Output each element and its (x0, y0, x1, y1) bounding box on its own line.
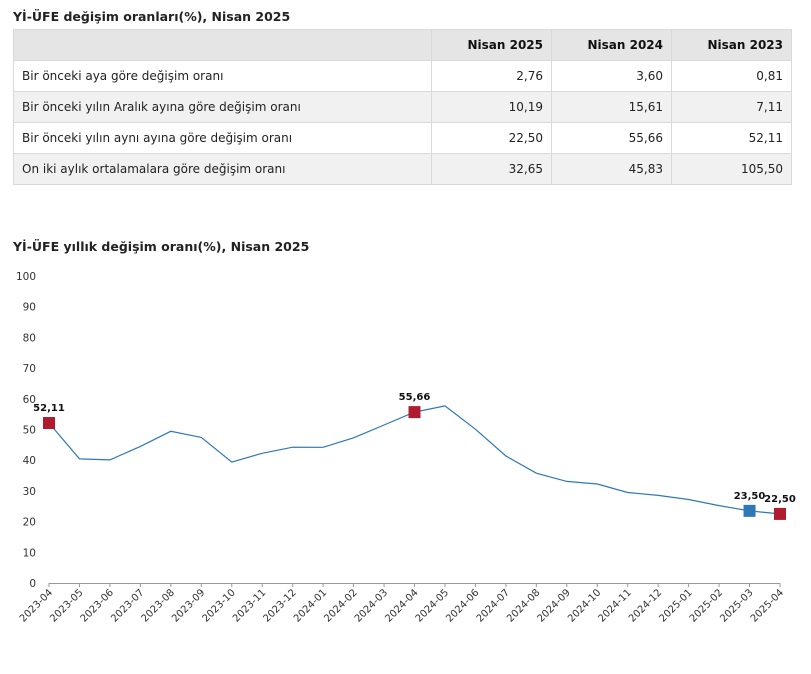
data-point-marker (774, 507, 786, 520)
table-row: Bir önceki aya göre değişim oranı 2,76 3… (13, 60, 792, 92)
table-cell: 105,50 (671, 153, 792, 185)
table-cell: 3,60 (551, 60, 672, 92)
table-cell: 55,66 (551, 122, 672, 154)
y-tick-label: 90 (23, 302, 36, 314)
line-chart: 01020304050607080901002023-042023-052023… (16, 271, 796, 625)
y-tick-label: 20 (23, 517, 36, 529)
series-line (48, 405, 781, 515)
header-cell-nisan-2024: Nisan 2024 (551, 29, 672, 61)
data-point-marker (743, 504, 756, 517)
table-cell: 7,11 (671, 91, 792, 123)
table-row: On iki aylık ortalamalara göre değişim o… (13, 153, 792, 185)
table-cell: 0,81 (671, 60, 792, 92)
table-cell: 52,11 (671, 122, 792, 154)
data-point-marker (43, 417, 55, 430)
data-label: 22,50 (764, 494, 796, 505)
table-cell: 22,50 (431, 122, 552, 154)
y-tick-label: 100 (16, 271, 36, 283)
y-tick-label: 50 (23, 425, 36, 437)
row-label: Bir önceki aya göre değişim oranı (13, 60, 432, 92)
table-header-row: Nisan 2025 Nisan 2024 Nisan 2023 (13, 29, 792, 61)
y-tick-label: 80 (23, 332, 36, 344)
row-label: On iki aylık ortalamalara göre değişim o… (13, 153, 432, 185)
header-cell-label (13, 29, 432, 61)
y-tick-label: 0 (29, 578, 36, 590)
data-label: 55,66 (399, 392, 431, 403)
table-cell: 10,19 (431, 91, 552, 123)
table-cell: 32,65 (431, 153, 552, 185)
data-label: 23,50 (734, 491, 766, 502)
table-row: Bir önceki yılın aynı ayına göre değişim… (13, 122, 792, 154)
y-tick-label: 10 (23, 547, 36, 559)
chart-title: Yİ-ÜFE yıllık değişim oranı(%), Nisan 20… (13, 239, 310, 254)
header-cell-nisan-2023: Nisan 2023 (671, 29, 792, 61)
table-row: Bir önceki yılın Aralık ayına göre değiş… (13, 91, 792, 123)
y-tick-label: 40 (23, 455, 36, 467)
table-cell: 45,83 (551, 153, 672, 185)
y-tick-label: 60 (23, 394, 36, 406)
y-tick-label: 70 (23, 363, 36, 375)
row-label: Bir önceki yılın Aralık ayına göre değiş… (13, 91, 432, 123)
table-title: Yİ-ÜFE değişim oranları(%), Nisan 2025 (13, 9, 291, 24)
data-point-marker (408, 406, 421, 419)
row-label: Bir önceki yılın aynı ayına göre değişim… (13, 122, 432, 154)
table-cell: 15,61 (551, 91, 672, 123)
rates-table: Nisan 2025 Nisan 2024 Nisan 2023 Bir önc… (13, 29, 792, 185)
y-tick-label: 30 (23, 486, 36, 498)
table-cell: 2,76 (431, 60, 552, 92)
header-cell-nisan-2025: Nisan 2025 (431, 29, 552, 61)
data-label: 52,11 (33, 403, 65, 414)
x-tick-label: 2025-04 (749, 587, 786, 624)
